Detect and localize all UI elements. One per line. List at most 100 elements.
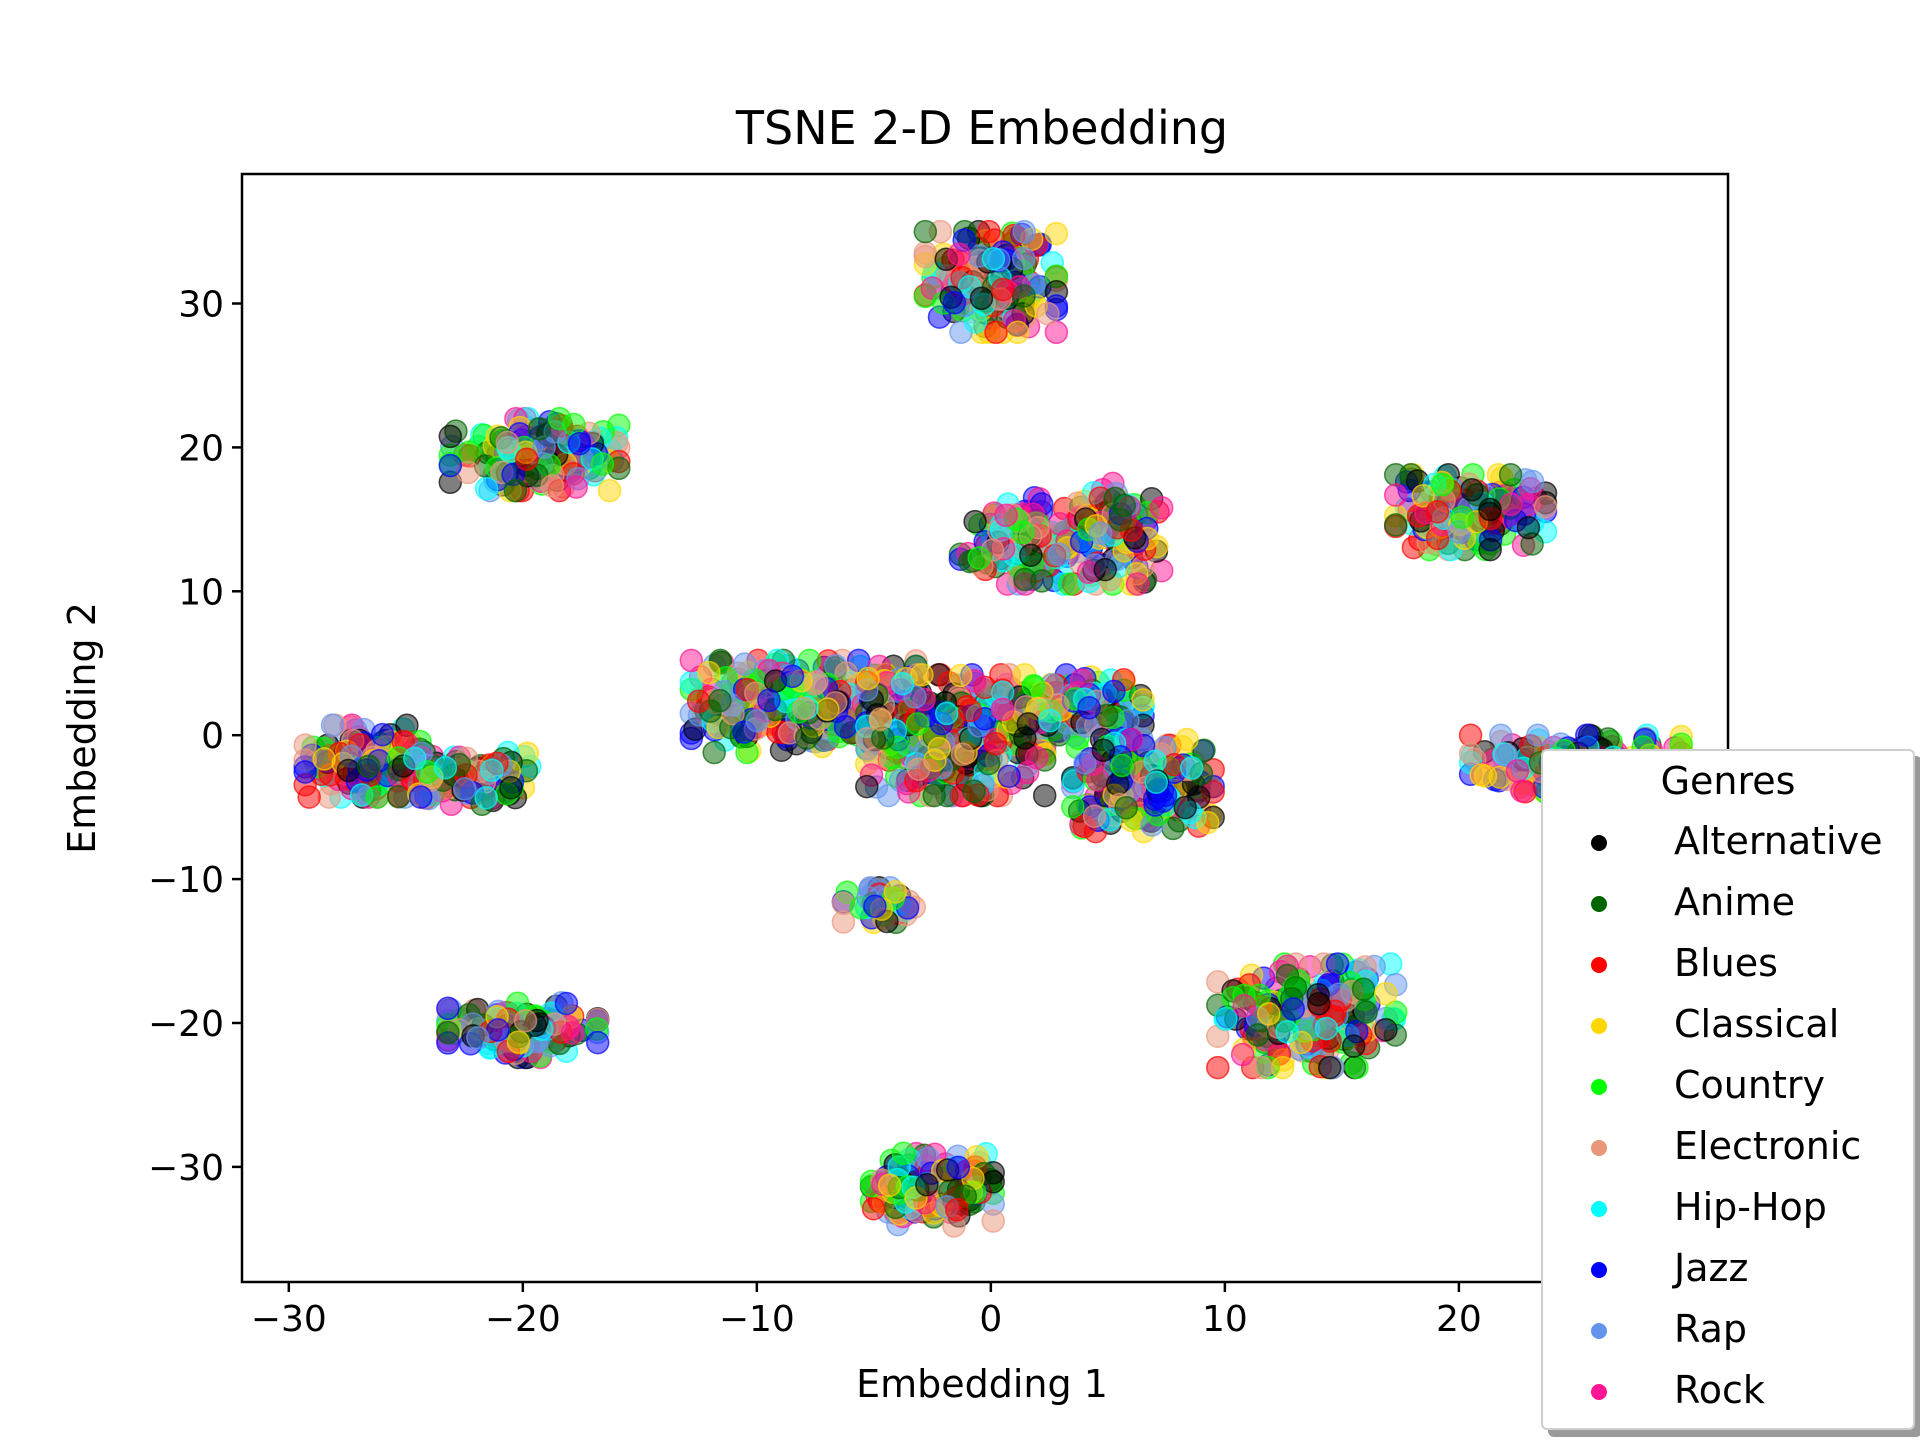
data-point (855, 774, 879, 799)
data-point (757, 688, 781, 713)
data-point (1112, 493, 1136, 518)
y-tick-label: −10 (148, 860, 224, 901)
data-point (948, 663, 973, 688)
legend-item: Electronic (1543, 1118, 1913, 1178)
legend-marker (1591, 896, 1607, 912)
data-point (883, 880, 908, 904)
legend: Genres Alternative Anime Blues Classical Cou… (1541, 749, 1915, 1430)
data-point (474, 476, 499, 501)
data-point (1245, 1023, 1270, 1047)
data-point (868, 707, 893, 731)
legend-label: Alternative (1674, 819, 1883, 863)
data-point (506, 1030, 531, 1054)
data-point (1073, 751, 1097, 775)
data-point (697, 660, 721, 685)
data-point (1179, 756, 1204, 780)
legend-label: Rock (1674, 1368, 1765, 1412)
data-point (474, 785, 498, 810)
data-point (312, 747, 336, 771)
legend-label: Rap (1674, 1307, 1747, 1351)
data-point (906, 757, 931, 781)
data-point (950, 742, 975, 767)
y-tick-label: 0 (201, 716, 224, 757)
data-point (1206, 1055, 1230, 1080)
data-point (1030, 569, 1054, 593)
data-point (946, 1155, 971, 1180)
legend-label: Electronic (1674, 1124, 1862, 1168)
legend-marker (1591, 835, 1607, 851)
x-tick-label: 0 (979, 1299, 1002, 1340)
data-point (1192, 738, 1216, 763)
data-point (1374, 981, 1398, 1006)
data-point (1281, 997, 1305, 1021)
x-axis-label: Embedding 1 (856, 1362, 1108, 1406)
data-point (1195, 810, 1220, 835)
data-point (1012, 284, 1036, 308)
data-point (947, 242, 971, 267)
data-point (1173, 795, 1197, 820)
data-point (792, 696, 816, 721)
data-point (983, 731, 1008, 756)
data-point (1232, 993, 1257, 1018)
x-tick-label: −30 (251, 1299, 327, 1340)
data-point (1038, 708, 1062, 733)
data-point (1110, 753, 1134, 778)
data-point (1011, 520, 1035, 545)
data-point (877, 1173, 902, 1198)
data-point (962, 779, 986, 803)
data-point (1510, 779, 1534, 803)
data-point (1102, 679, 1126, 704)
data-point (890, 671, 915, 696)
data-point (503, 478, 528, 503)
legend-item: Anime (1543, 874, 1913, 934)
data-point (403, 746, 427, 771)
data-point (984, 320, 1008, 345)
data-point (1314, 1016, 1339, 1041)
data-point (1257, 1002, 1281, 1026)
data-point (745, 708, 769, 733)
data-point (977, 219, 1001, 244)
data-point (433, 755, 458, 780)
data-point (408, 785, 433, 809)
legend-item: Rock (1543, 1362, 1913, 1422)
data-point (564, 475, 588, 499)
data-point (1175, 727, 1199, 752)
legend-label: Classical (1674, 1002, 1840, 1046)
y-axis-label: Embedding 2 (60, 602, 104, 854)
data-point (833, 715, 858, 739)
data-point (1012, 219, 1036, 244)
data-point (1383, 462, 1408, 487)
legend-marker (1591, 1262, 1607, 1278)
x-axis-ticks: −30 −20 −10 0 10 20 (251, 1282, 1482, 1340)
data-point (915, 1172, 939, 1197)
data-point (861, 1196, 886, 1221)
data-point (480, 758, 504, 782)
legend-label: Hip-Hop (1674, 1185, 1827, 1229)
data-point (1505, 759, 1530, 783)
data-point (963, 509, 987, 534)
data-point (732, 652, 757, 676)
data-point (547, 406, 572, 431)
data-point (1317, 1055, 1342, 1080)
data-point (891, 1141, 916, 1165)
y-tick-label: −30 (148, 1148, 224, 1189)
data-point (981, 247, 1006, 271)
data-point (1088, 521, 1113, 545)
data-point (336, 758, 361, 783)
data-point (991, 277, 1015, 302)
data-point (1411, 483, 1435, 508)
legend-label: Anime (1674, 880, 1796, 924)
data-point (1520, 469, 1545, 494)
data-point (1016, 712, 1041, 736)
data-point (1021, 673, 1046, 698)
data-point (1270, 1055, 1295, 1080)
data-point (1478, 497, 1502, 522)
data-point (597, 478, 622, 503)
data-point (1383, 1000, 1408, 1025)
data-point (1011, 246, 1036, 271)
x-tick-label: −10 (719, 1299, 795, 1340)
x-tick-label: 10 (1202, 1299, 1248, 1340)
data-point (945, 1198, 969, 1222)
data-point (370, 722, 395, 747)
data-point (1125, 572, 1150, 596)
